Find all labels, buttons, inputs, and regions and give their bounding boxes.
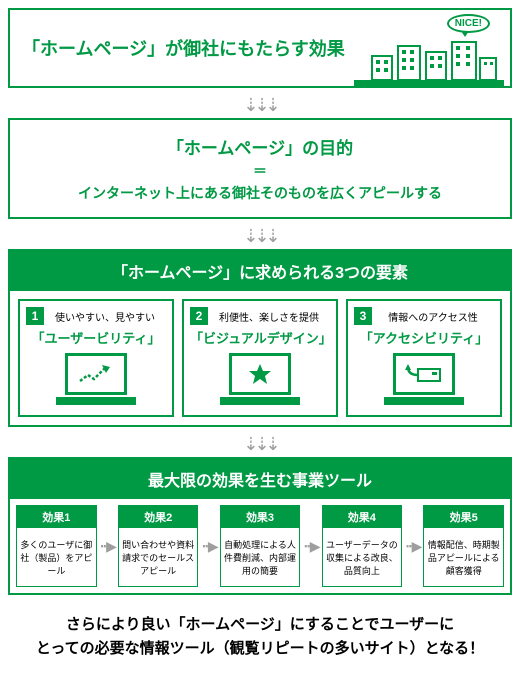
conclusion-line-2: とっての必要な情報ツール（観覧リピートの多いサイト）となる！ (8, 637, 512, 661)
effect-body: 問い合わせや資料請求でのセールスアピール (119, 528, 198, 586)
hero-title: 「ホームページ」が御社にもたらす効果 (22, 35, 345, 61)
effect-head: 効果5 (424, 506, 503, 528)
card-subtitle: 使いやすい、見やすい (26, 307, 166, 324)
card-category: 「アクセシビリティ」 (354, 328, 494, 347)
element-card-3: 3 情報へのアクセス性 「アクセシビリティ」 (346, 299, 502, 417)
effect-5: 効果5 情報配信、時期製品アピールによる顧客獲得 (423, 505, 504, 587)
element-card-2: 2 利便性、楽しさを提供 「ビジュアルデザイン」 (182, 299, 338, 417)
card-subtitle: 利便性、楽しさを提供 (190, 307, 330, 324)
nice-badge: NICE! (447, 14, 490, 33)
effect-body: ユーザーデータの収集による改良、品質向上 (323, 528, 402, 586)
hero-box: 「ホームページ」が御社にもたらす効果 NICE! (8, 8, 512, 88)
three-band: 「ホームページ」に求められる3つの要素 (10, 251, 510, 291)
effect-body: 自動処理による人件費削減、内部運用の簡要 (221, 528, 300, 586)
conclusion: さらにより良い「ホームページ」にすることでユーザーに とっての必要な情報ツール（… (8, 605, 512, 669)
laptop-icon (56, 353, 136, 409)
three-box: 「ホームページ」に求められる3つの要素 1 使いやすい、見やすい 「ユーザービリ… (8, 249, 512, 427)
card-number: 2 (190, 307, 208, 325)
card-category: 「ビジュアルデザイン」 (190, 328, 330, 347)
card-number: 1 (26, 307, 44, 325)
effect-head: 効果3 (221, 506, 300, 528)
arrow-right: ┅▶ (302, 538, 319, 555)
conclusion-line-1: さらにより良い「ホームページ」にすることでユーザーに (8, 613, 512, 637)
card-category: 「ユーザービリティ」 (26, 328, 166, 347)
effect-body: 多くのユーザに御社（製品）をアピール (17, 528, 96, 586)
laptop-icon (220, 353, 300, 409)
purpose-sub: インターネット上にある御社そのものを広くアピールする (18, 183, 502, 203)
effect-body: 情報配信、時期製品アピールによる顧客獲得 (424, 528, 503, 586)
effect-3: 効果3 自動処理による人件費削減、内部運用の簡要 (220, 505, 301, 587)
arrow-right: ┅▶ (200, 538, 217, 555)
arrow-right: ┅▶ (99, 538, 116, 555)
laptop-icon (384, 353, 464, 409)
effects-band: 最大限の効果を生む事業ツール (10, 459, 510, 499)
effect-head: 効果2 (119, 506, 198, 528)
effects-box: 最大限の効果を生む事業ツール 効果1 多くのユーザに御社（製品）をアピール ┅▶… (8, 457, 512, 595)
effect-head: 効果4 (323, 506, 402, 528)
effect-2: 効果2 問い合わせや資料請求でのセールスアピール (118, 505, 199, 587)
element-card-1: 1 使いやすい、見やすい 「ユーザービリティ」 (18, 299, 174, 417)
card-subtitle: 情報へのアクセス性 (354, 307, 494, 324)
arrow-down-3: ⇣⇣⇣ (8, 431, 512, 457)
effect-4: 効果4 ユーザーデータの収集による改良、品質向上 (322, 505, 403, 587)
purpose-title: 「ホームページ」の目的 (18, 134, 502, 159)
effect-head: 効果1 (17, 506, 96, 528)
purpose-box: 「ホームページ」の目的 ＝ インターネット上にある御社そのものを広くアピールする (8, 118, 512, 219)
city-icon (354, 36, 504, 86)
equals-sign: ＝ (18, 161, 502, 181)
effect-1: 効果1 多くのユーザに御社（製品）をアピール (16, 505, 97, 587)
arrow-right: ┅▶ (404, 538, 421, 555)
arrow-down-2: ⇣⇣⇣ (8, 223, 512, 249)
arrow-down-1: ⇣⇣⇣ (8, 92, 512, 118)
card-number: 3 (354, 307, 372, 325)
